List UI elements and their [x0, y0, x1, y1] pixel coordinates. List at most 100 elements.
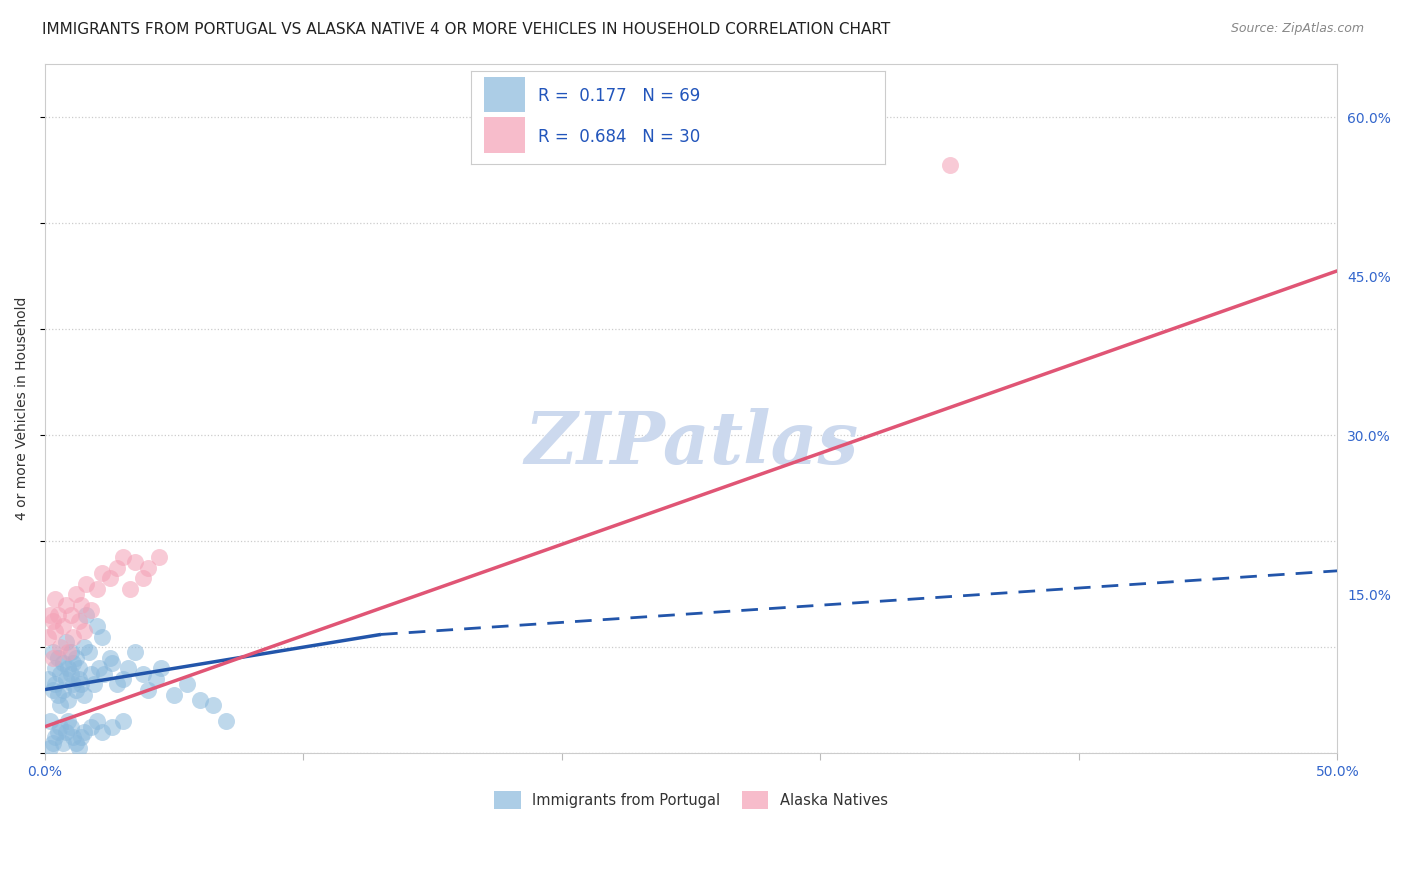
Point: [215, 714, 238, 729]
Text: ZIPatlas: ZIPatlas: [524, 408, 858, 479]
Point: [49, 666, 72, 681]
Point: [39, 714, 62, 729]
Point: [188, 693, 211, 707]
Point: [59, 720, 82, 734]
Point: [52, 656, 75, 670]
Point: [111, 714, 134, 729]
Point: [58, 714, 80, 729]
Point: [59, 666, 82, 681]
Point: [62, 677, 84, 691]
Point: [55, 598, 77, 612]
Point: [62, 630, 84, 644]
Point: [58, 693, 80, 707]
Point: [49, 698, 72, 713]
Legend: Immigrants from Portugal, Alaska Natives: Immigrants from Portugal, Alaska Natives: [488, 785, 894, 814]
Point: [49, 720, 72, 734]
Point: [938, 158, 960, 172]
Point: [138, 560, 160, 574]
Point: [42, 682, 65, 697]
Point: [98, 571, 121, 585]
Point: [52, 735, 75, 749]
Point: [148, 549, 170, 564]
Point: [201, 698, 224, 713]
Point: [42, 735, 65, 749]
Point: [70, 731, 93, 745]
Point: [39, 608, 62, 623]
Point: [120, 582, 142, 596]
Point: [46, 650, 69, 665]
Point: [44, 731, 66, 745]
Point: [80, 666, 103, 681]
Point: [49, 640, 72, 655]
Point: [52, 619, 75, 633]
Point: [90, 566, 112, 580]
Point: [86, 582, 108, 596]
Point: [44, 592, 66, 607]
Point: [70, 598, 93, 612]
Point: [117, 661, 139, 675]
Point: [37, 630, 59, 644]
Point: [58, 661, 80, 675]
Point: [46, 725, 69, 739]
Point: [73, 725, 96, 739]
Point: [62, 656, 84, 670]
Point: [150, 661, 173, 675]
Point: [44, 624, 66, 639]
Point: [37, 672, 59, 686]
Point: [98, 650, 121, 665]
Point: [67, 740, 90, 755]
Point: [90, 725, 112, 739]
Point: [124, 645, 146, 659]
Point: [83, 677, 105, 691]
Point: [46, 608, 69, 623]
Point: [73, 688, 96, 702]
Text: IMMIGRANTS FROM PORTUGAL VS ALASKA NATIVE 4 OR MORE VEHICLES IN HOUSEHOLD CORREL: IMMIGRANTS FROM PORTUGAL VS ALASKA NATIV…: [42, 22, 890, 37]
Point: [55, 725, 77, 739]
Text: Source: ZipAtlas.com: Source: ZipAtlas.com: [1230, 22, 1364, 36]
Point: [59, 645, 82, 659]
Point: [75, 608, 97, 623]
Point: [111, 549, 134, 564]
Point: [105, 677, 128, 691]
Y-axis label: 4 or more Vehicles in Household: 4 or more Vehicles in Household: [15, 297, 30, 520]
Point: [75, 576, 97, 591]
Point: [42, 645, 65, 659]
Point: [90, 630, 112, 644]
Point: [93, 666, 115, 681]
Point: [89, 661, 111, 675]
Point: [111, 672, 134, 686]
Point: [145, 672, 167, 686]
Point: [44, 677, 66, 691]
Point: [55, 635, 77, 649]
Point: [62, 731, 84, 745]
Point: [65, 650, 87, 665]
Point: [132, 571, 155, 585]
Point: [101, 656, 124, 670]
Point: [67, 672, 90, 686]
Point: [70, 677, 93, 691]
Point: [86, 714, 108, 729]
Point: [39, 740, 62, 755]
Point: [58, 645, 80, 659]
Point: [132, 666, 155, 681]
Point: [86, 619, 108, 633]
Point: [42, 614, 65, 628]
Point: [67, 661, 90, 675]
Point: [65, 735, 87, 749]
Point: [65, 587, 87, 601]
Point: [105, 560, 128, 574]
Point: [73, 640, 96, 655]
Point: [176, 677, 198, 691]
Point: [138, 682, 160, 697]
Point: [55, 672, 77, 686]
Point: [65, 682, 87, 697]
Point: [44, 661, 66, 675]
Point: [42, 650, 65, 665]
Point: [59, 608, 82, 623]
Point: [67, 614, 90, 628]
Point: [77, 645, 100, 659]
Point: [52, 682, 75, 697]
Point: [163, 688, 186, 702]
Point: [46, 688, 69, 702]
Point: [124, 555, 146, 569]
